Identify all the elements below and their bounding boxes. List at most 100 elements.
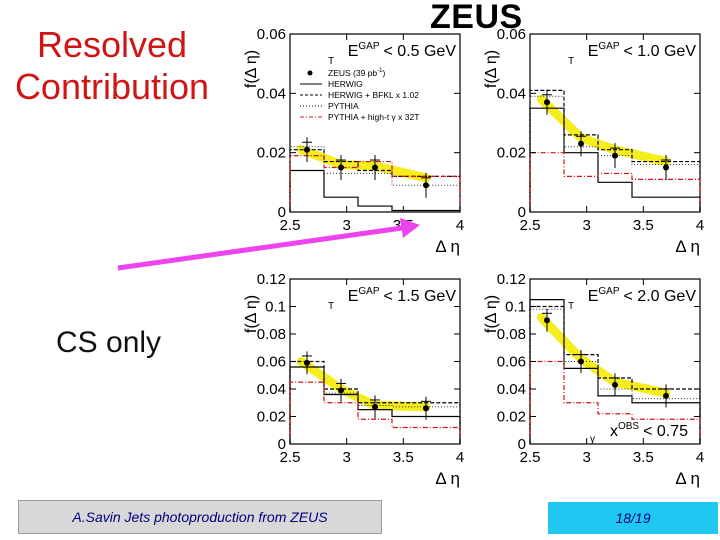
xgamma-rest: < 0.75 [643,423,688,440]
x-tick-label: 3.5 [393,449,414,466]
y-tick-label: 0.06 [497,354,526,371]
xgamma-label: xOBS < 0.75 [610,421,688,440]
y-tick-label: 0.06 [497,26,526,43]
legend-label: HERWIG + BFKL x 1.02 [328,90,419,100]
data-point [372,403,378,410]
cut-label-rest: < 2.0 GeV [624,288,697,305]
data-point [578,358,584,365]
x-tick-label: 4 [456,449,464,466]
theory-band [296,357,431,412]
legend-label-text: PYTHIA + high-t γ x 32T [328,112,419,122]
arrow-shaft [117,225,403,271]
y-axis-label: f(Δ η) [483,50,500,88]
x-axis-label: Δ η [675,469,700,488]
cut-label-sup: GAP [358,286,379,297]
x-tick-label: 2.5 [520,217,541,234]
panels-group: 00.020.040.062.533.54Δ ηf(Δ η)EGAP< 0.5 … [243,26,704,488]
y-axis-label: f(Δ η) [243,50,260,88]
cut-label-sub: T [568,301,574,312]
data-point [304,359,310,366]
x-tick-label: 3 [342,217,350,234]
y-tick-label: 0 [278,436,286,453]
chart-panel-2: 0 0.02 0.04 0.06 2.5 3 3.5 4 Δ η f(Δ η) EGAP < 1.0 … [483,26,704,256]
x-tick-label: 3 [342,449,350,466]
plot-frame [529,33,701,213]
legend-label-text: PYTHIA [328,101,359,111]
y-tick-label: 0 [518,436,526,453]
footer-caption: A.Savin Jets photoproduction from ZEUS [72,509,328,525]
resolved-contribution-label: Resolved Contribution [4,24,220,108]
data-point [578,140,584,147]
cut-label: EGAP < 1.0 GeV [588,41,697,60]
xgamma-sub: γ [590,434,595,445]
legend-label-tail: ) [382,68,385,78]
y-tick-label: 0.02 [497,409,526,426]
y-tick-label: 0.02 [497,145,526,162]
cut-label-rest: < 0.5 GeV [384,43,457,60]
cut-label-sup: GAP [598,286,619,297]
chart-panel-3: 0 0.02 0.04 0.06 0.08 0.1 0.12 2.5 3 3.5 4 Δ η f(Δ η… [243,271,464,488]
x-tick-label: 3 [582,449,590,466]
data-point [544,99,550,106]
legend-label: PYTHIA + high-t γ x 32T [328,112,419,122]
cut-label-sub: T [328,301,334,312]
y-tick-label: 0.06 [257,26,286,43]
cut-label: EGAP < 0.5 GeV [348,41,457,60]
data-point [338,164,344,171]
herwig-histogram [289,169,461,212]
y-tick-label: 0.04 [257,85,286,102]
legend-label-text: HERWIG [328,79,363,89]
y-tick-label: 0.12 [257,271,286,288]
xgamma-sup: OBS [618,421,639,432]
cut-label-rest: < 1.0 GeV [624,43,697,60]
cut-label-sup: GAP [598,41,619,52]
x-axis-label: Δ η [435,469,460,488]
cs-only-label: CS only [56,326,162,359]
cut-label-rest: < 1.5 GeV [384,288,457,305]
data-point [423,405,429,412]
data-point [304,146,310,153]
page-number: 18/19 [615,510,651,526]
pythia-hight-histogram [289,381,461,444]
y-axis-label: f(Δ η) [483,295,500,333]
y-tick-label: 0.1 [265,299,286,316]
resolved-label-line1: Resolved [36,24,188,65]
x-axis-label: Δ η [675,237,700,256]
cut-label-main: E [348,43,359,60]
x-tick-label: 4 [696,217,704,234]
y-tick-label: 0.04 [497,381,526,398]
y-tick-label: 0 [278,204,286,221]
resolved-label-line2: Contribution [14,66,210,107]
y-tick-label: 0.04 [497,85,526,102]
cut-label-sub: T [568,56,574,67]
chart-panel-1: 00.020.040.062.533.54Δ ηf(Δ η)EGAP< 0.5 … [243,26,464,256]
data-point [372,164,378,171]
data-point [612,381,618,388]
cut-label: EGAP < 1.5 GeV [348,286,457,305]
cut-label-sub: T [328,56,334,67]
y-tick-label: 0.06 [257,354,286,371]
theory-band [536,313,671,398]
data-point [612,152,618,159]
y-tick-label: 0.12 [497,271,526,288]
cut-label: EGAP < 2.0 GeV [588,286,697,305]
x-axis-label: Δ η [435,237,460,256]
pythia-hight-histogram [529,360,701,444]
plot-frame [289,33,461,213]
x-tick-label: 4 [456,217,464,234]
legend-label: ZEUS (39 pb-1) [328,68,385,78]
cut-label-main: E [588,43,599,60]
footer-caption-box: A.Savin Jets photoproduction from ZEUS [18,500,382,534]
y-tick-label: 0.04 [257,381,286,398]
page-number-box: 18/19 [548,502,718,534]
arrow-head [400,218,420,238]
y-tick-label: 0.08 [497,326,526,343]
cut-label-main: E [348,288,359,305]
x-tick-label: 3.5 [633,217,654,234]
y-tick-label: 0.02 [257,409,286,426]
y-axis-label: f(Δ η) [243,295,260,333]
slide-title: ZEUS [430,0,523,36]
y-tick-label: 0 [518,204,526,221]
